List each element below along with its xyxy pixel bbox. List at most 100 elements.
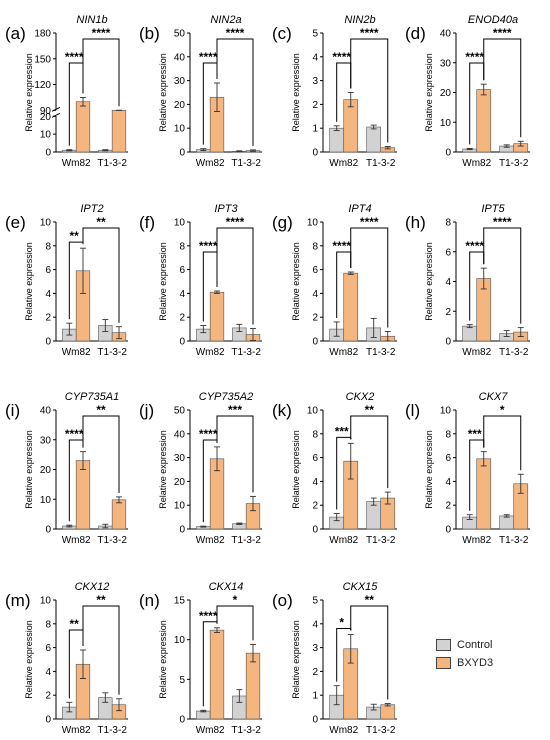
significance-bracket [216,38,254,146]
panel-label: (l) [405,401,420,420]
bar-bxyd3 [380,704,396,720]
x-tick-label: T1-3-2 [499,158,529,169]
significance-bracket [82,605,120,695]
significance-bracket [483,415,522,471]
y-tick-label: 10 [174,635,186,646]
panel-title: CKX15 [343,581,379,593]
panel-k: (k) CKX2 Relative expression 0 2 4 6 8 10 Wm82 T1-… [272,391,397,546]
x-tick-label: T1-3-2 [366,535,396,546]
y-axis-label: Relative expression [24,53,34,132]
significance-bracket [216,605,254,641]
panel-f: (f) IPT3 Relative expression 0 2 4 6 8 10 Wm82 T1-… [139,203,262,358]
y-tick-label: 50 [174,29,186,40]
panel-title: IPT2 [80,203,103,215]
significance-label: *** [468,427,482,441]
panel-title: IPT3 [214,203,238,215]
y-tick-label: 40 [40,406,52,417]
y-axis-label: Relative expression [158,430,168,509]
legend-swatch-bxyd3 [436,657,451,669]
x-tick-label: T1-3-2 [499,347,529,358]
y-tick-label: 0 [45,337,51,348]
legend-label-control: Control [457,639,493,651]
y-tick-label: 2 [312,667,318,678]
panel-title: ENOD40a [468,14,518,26]
significance-label: ** [69,229,79,243]
panel-label: (g) [272,213,293,232]
y-tick-label: 2 [312,100,318,111]
x-tick-label: T1-3-2 [231,725,261,736]
x-tick-label: T1-3-2 [366,725,396,736]
y-tick-label: 10 [440,406,452,417]
y-tick-label: 6 [312,453,318,464]
y-tick-label: 0 [445,525,451,536]
y-tick-label: 6 [179,265,185,276]
legend-swatch-control [436,639,451,651]
y-tick-label: 15 [174,596,186,607]
y-tick-label: 5 [179,675,185,686]
x-tick-label: Wm82 [196,347,225,358]
x-tick-label: Wm82 [329,158,358,169]
significance-label: **** [199,239,218,253]
y-tick-label: 8 [45,241,51,252]
x-tick-label: T1-3-2 [366,347,396,358]
y-tick-label: 6 [45,265,51,276]
y-axis-label: Relative expression [424,53,434,132]
y-tick-label: 20 [440,88,452,99]
bar-control [499,515,515,530]
y-tick-label: 0 [312,148,318,159]
y-tick-label: 4 [445,477,451,488]
y-tick-label: 1 [312,124,318,135]
y-tick-label: 0 [179,715,185,726]
y-tick-label: 6 [445,247,451,258]
significance-label: **** [65,50,84,64]
y-tick-label: 150 [34,54,51,65]
y-tick-label: 20 [40,112,52,123]
y-tick-label: 30 [174,453,186,464]
y-tick-label: 90 [40,106,52,117]
bar-bxyd3 [476,89,492,153]
significance-label: **** [360,215,379,229]
y-tick-label: 8 [445,218,451,229]
panel-label: (a) [5,24,26,43]
y-tick-label: 10 [40,130,52,141]
y-tick-label: 30 [174,76,186,87]
y-tick-label: 10 [174,218,186,229]
y-axis-label: Relative expression [158,242,168,321]
significance-label: ** [96,215,106,229]
significance-bracket [216,227,254,325]
bar-control [329,127,345,153]
significance-label: **** [199,50,218,64]
x-tick-label: T1-3-2 [231,347,261,358]
y-tick-label: 4 [312,289,318,300]
panel-title: CYP735A1 [65,391,119,403]
x-tick-label: Wm82 [329,535,358,546]
panel-m: (m) CKX12 Relative expression 0 2 4 6 8 10 Wm82 T1… [5,581,128,736]
y-axis-label: Relative expression [424,242,434,321]
panel-g: (g) IPT4 Relative expression 0 2 4 6 8 10 Wm82 T1-… [272,203,397,358]
y-tick-label: 20 [174,100,186,111]
panel-label: (j) [139,401,154,420]
significance-bracket [483,227,522,324]
x-tick-label: Wm82 [62,347,91,358]
significance-label: **** [199,427,218,441]
y-tick-label: 4 [312,52,318,63]
y-tick-label: 2 [312,313,318,324]
x-tick-label: Wm82 [62,725,91,736]
x-tick-label: Wm82 [62,535,91,546]
y-tick-label: 6 [312,265,318,276]
x-tick-label: T1-3-2 [97,725,127,736]
y-tick-label: 30 [440,58,452,69]
y-tick-label: 4 [45,289,51,300]
significance-bracket [350,605,389,700]
bar-bxyd3 [343,272,359,342]
legend-item-control: Control [436,636,493,654]
significance-label: **** [465,50,484,64]
y-tick-label: 0 [179,148,185,159]
significance-label: * [233,593,238,607]
significance-label: **** [493,26,512,40]
y-tick-label: 10 [40,218,52,229]
y-tick-label: 4 [45,667,51,678]
x-tick-label: Wm82 [462,347,491,358]
